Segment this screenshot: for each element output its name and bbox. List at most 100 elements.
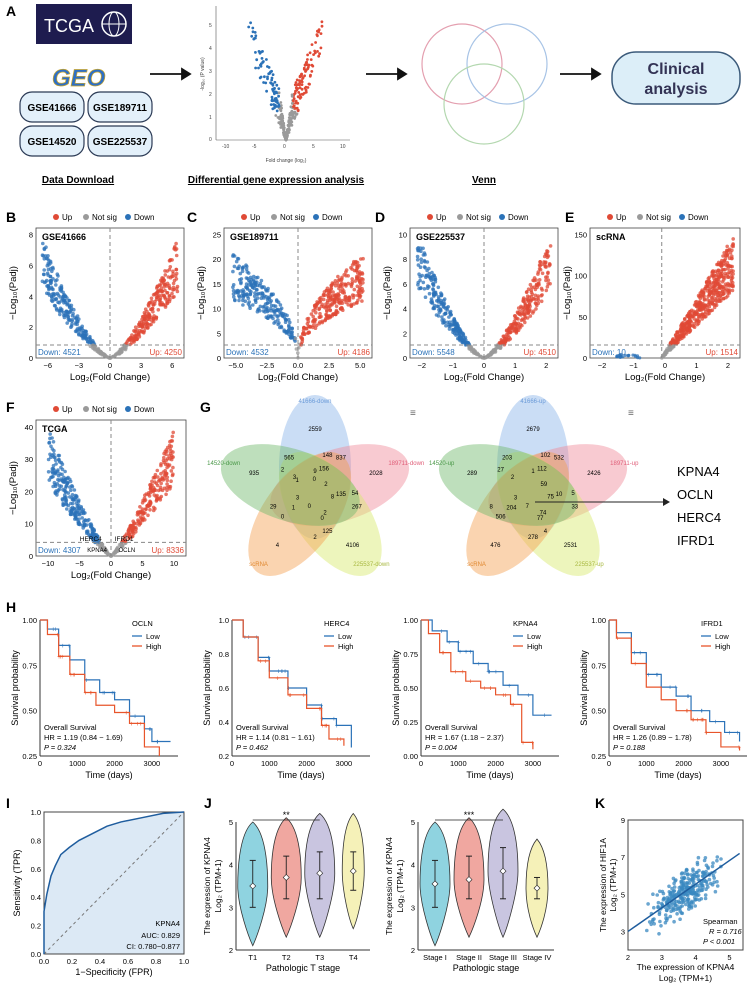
volcano-point	[315, 300, 319, 304]
volcano-point	[715, 293, 720, 298]
scatter-point	[699, 881, 704, 886]
volcano-point	[140, 516, 144, 521]
volcano-point	[355, 264, 360, 268]
volcano-point	[334, 294, 338, 298]
volcano-point	[679, 328, 684, 333]
volcano-point	[306, 331, 310, 335]
mini-volcano-point	[306, 67, 310, 71]
volcano-point	[662, 352, 667, 357]
category-label: T1	[248, 953, 257, 962]
censor-mark: +	[700, 717, 704, 724]
volcano-point	[665, 350, 669, 355]
hazard-ratio: HR = 1.67 (1.18 − 2.37)	[425, 733, 504, 742]
volcano-point	[454, 323, 459, 328]
curve-high	[421, 619, 534, 750]
y-tick: 0.75	[591, 661, 606, 670]
volcano-point	[60, 307, 64, 312]
x-tick: −1	[629, 361, 638, 370]
volcano-point	[127, 535, 131, 540]
volcano-point	[439, 308, 443, 313]
scatter-point	[715, 855, 720, 859]
volcano-point	[265, 316, 270, 320]
scatter-point	[671, 893, 676, 898]
censor-mark: +	[468, 679, 472, 686]
scatter-point	[689, 877, 694, 882]
volcano-point	[61, 310, 66, 315]
panel-letter-c: C	[187, 209, 197, 225]
median-marker	[465, 876, 473, 884]
mini-volcano-point	[306, 86, 310, 89]
volcano-point	[537, 278, 542, 282]
censor-mark: +	[654, 672, 658, 679]
y-tick: 0.75	[403, 650, 418, 659]
mini-ytick-3: 3	[209, 69, 212, 75]
volcano-point	[130, 529, 135, 533]
mini-xtick-0: -10	[222, 144, 229, 150]
volcano-point	[169, 479, 173, 484]
scatter-point	[672, 885, 677, 889]
scatter-point	[710, 883, 715, 887]
volcano-point	[231, 269, 235, 274]
volcano-point	[131, 519, 135, 524]
volcano-point	[235, 266, 240, 271]
volcano-point	[171, 430, 175, 435]
scatter-point	[663, 913, 668, 917]
volcano-point	[136, 332, 141, 336]
volcano-point	[167, 463, 172, 467]
volcano-point	[516, 311, 520, 315]
volcano-point	[233, 298, 237, 303]
mini-ytick-1: 1	[209, 115, 212, 121]
mini-volcano: Fold change (log₂) -log₁₀ (P value) -10 …	[200, 6, 350, 164]
volcano-point	[50, 447, 55, 451]
mini-volcano-point	[300, 80, 304, 84]
volcano-point	[447, 327, 452, 331]
volcano-point	[342, 298, 347, 302]
x-tick: 0	[109, 559, 113, 568]
volcano-point	[719, 286, 724, 291]
volcano-point	[55, 272, 60, 277]
y-tick: 7	[621, 853, 625, 862]
panel-letter-d: D	[375, 209, 385, 225]
x-tick: 5	[140, 559, 144, 568]
volcano-point	[290, 326, 295, 331]
mini-volcano-point	[282, 131, 285, 134]
volcano-point	[546, 282, 550, 286]
volcano-point	[688, 312, 692, 316]
censor-mark: +	[67, 643, 71, 650]
y-tick: 3	[411, 903, 415, 912]
fit-line	[627, 852, 741, 933]
censor-mark: +	[633, 650, 637, 657]
dataset-title: GSE225537	[416, 232, 465, 242]
venn-count: 1	[531, 469, 535, 475]
mini-volcano-point	[259, 50, 263, 54]
gene-title: KPNA4	[513, 619, 538, 628]
venn-count: 2	[323, 511, 327, 517]
mini-volcano-point	[263, 75, 266, 79]
scatter-point	[656, 905, 660, 910]
venn-count: 3	[293, 475, 297, 481]
volcano-point	[701, 306, 705, 310]
volcano-E: Up Not sig Down −2 −1 0 1 2 0 50 100 150 scRNA Down: …	[562, 213, 741, 383]
censor-mark: +	[335, 723, 339, 730]
censor-mark: +	[59, 654, 63, 661]
volcano-point	[43, 254, 48, 258]
x-axis-label: Time (days)	[466, 770, 513, 780]
mini-volcano-point	[280, 124, 284, 128]
venn-set-label: scRNA	[467, 562, 486, 568]
mini-volcano-point	[287, 120, 291, 123]
x-tick: 1000	[69, 759, 86, 768]
volcano-point	[710, 295, 714, 300]
scatter-point	[678, 917, 682, 921]
volcano-point	[69, 501, 73, 506]
volcano-point	[709, 290, 713, 294]
censor-mark: +	[336, 737, 340, 744]
volcano-point	[696, 293, 701, 298]
mini-volcano-point	[279, 109, 283, 113]
roc-title: KPNA4	[155, 919, 180, 928]
volcano-point	[134, 527, 138, 531]
volcano-point	[264, 289, 269, 293]
volcano-point	[617, 353, 622, 357]
y-tick: 3	[229, 903, 233, 912]
mini-volcano-point	[316, 50, 319, 53]
venn-count: 2426	[587, 471, 601, 477]
